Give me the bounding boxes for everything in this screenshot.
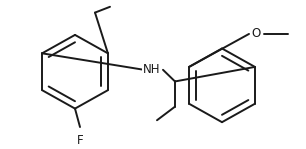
Text: NH: NH xyxy=(143,63,161,76)
Text: O: O xyxy=(251,27,261,40)
Text: F: F xyxy=(77,134,83,147)
